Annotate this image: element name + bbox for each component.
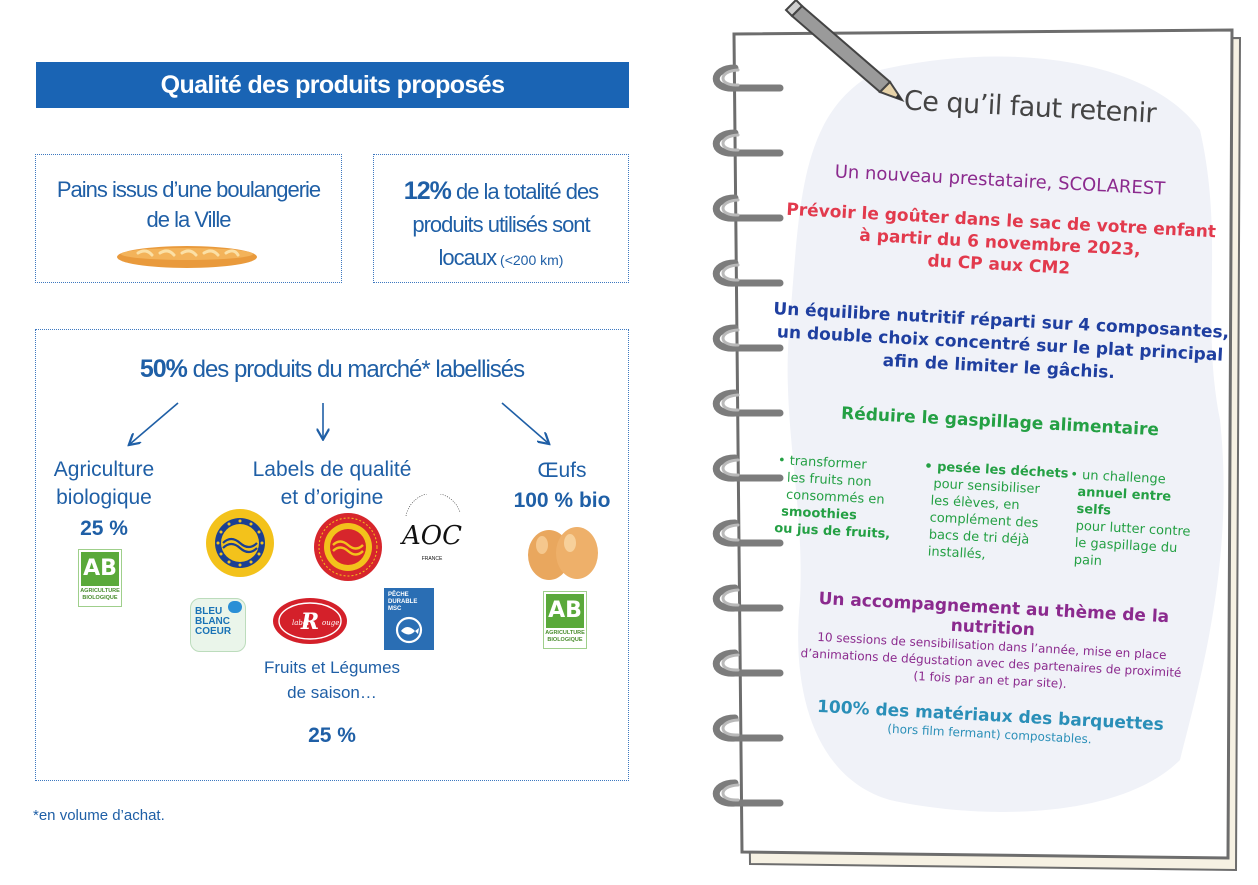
footnote: *en volume d’achat.	[33, 807, 165, 824]
bio-label: Agriculture biologique	[53, 458, 155, 509]
eggs-pct: 100 % bio	[513, 489, 611, 512]
pencil-icon	[784, 0, 905, 102]
aoc-logo-icon: AOC FRANCE	[400, 494, 462, 562]
igp-logo-icon	[206, 509, 274, 577]
eggs-icon	[528, 527, 598, 580]
ab-logo-icon: AB AGRICULTURE BIOLOGIQUE	[78, 549, 122, 607]
svg-text:ouge: ouge	[322, 619, 339, 627]
bread-box: Pains issus d’une boulangerie de la Vill…	[35, 154, 342, 283]
aop-logo-icon	[314, 513, 382, 581]
fruits-label: Fruits et Légumes de saison…	[263, 658, 401, 702]
eggs-label: Œufs	[537, 459, 587, 482]
ab-logo-eggs-icon: AB AGRICULTURE BIOLOGIQUE	[543, 591, 587, 649]
local-products-box: 12% de la totalité des produits utilisés…	[373, 154, 629, 283]
bleu-blanc-coeur-logo-icon: BLEU BLANC COEUR	[190, 598, 246, 652]
section-title-bar: Qualité des produits proposés	[36, 62, 629, 108]
local-products-text: 12% de la totalité des produits utilisés…	[403, 177, 599, 270]
svg-text:AOC: AOC	[400, 521, 462, 551]
msc-logo-icon: PÊCHE DURABLE MSC	[384, 588, 434, 650]
notebook-waste-col3: • un challenge annuel entre selfs pour l…	[1069, 467, 1191, 570]
svg-text:FRANCE: FRANCE	[422, 556, 443, 562]
svg-text:R: R	[300, 609, 319, 635]
labels-headline: 50% des produits du marché* labellisés	[139, 355, 525, 383]
svg-text:label: label	[292, 619, 309, 627]
bio-pct: 25 %	[80, 517, 128, 540]
bread-box-text: Pains issus d’une boulangerie de la Vill…	[56, 177, 321, 232]
labels-box	[35, 329, 629, 781]
fruits-pct: 25 %	[308, 724, 356, 747]
quality-label: Labels de qualité et d’origine	[252, 458, 412, 509]
baguette-icon	[117, 246, 257, 268]
notebook-waste-col2: • pesée les déchets pour sensibiliser le…	[923, 459, 1069, 563]
section-title: Qualité des produits proposés	[160, 70, 505, 99]
branch-arrows	[120, 402, 560, 450]
notebook-waste-col1: • transformer les fruits non consommés e…	[773, 453, 891, 543]
notebook-illustration	[712, 0, 1242, 872]
label-rouge-logo-icon: R label ouge	[273, 598, 347, 644]
